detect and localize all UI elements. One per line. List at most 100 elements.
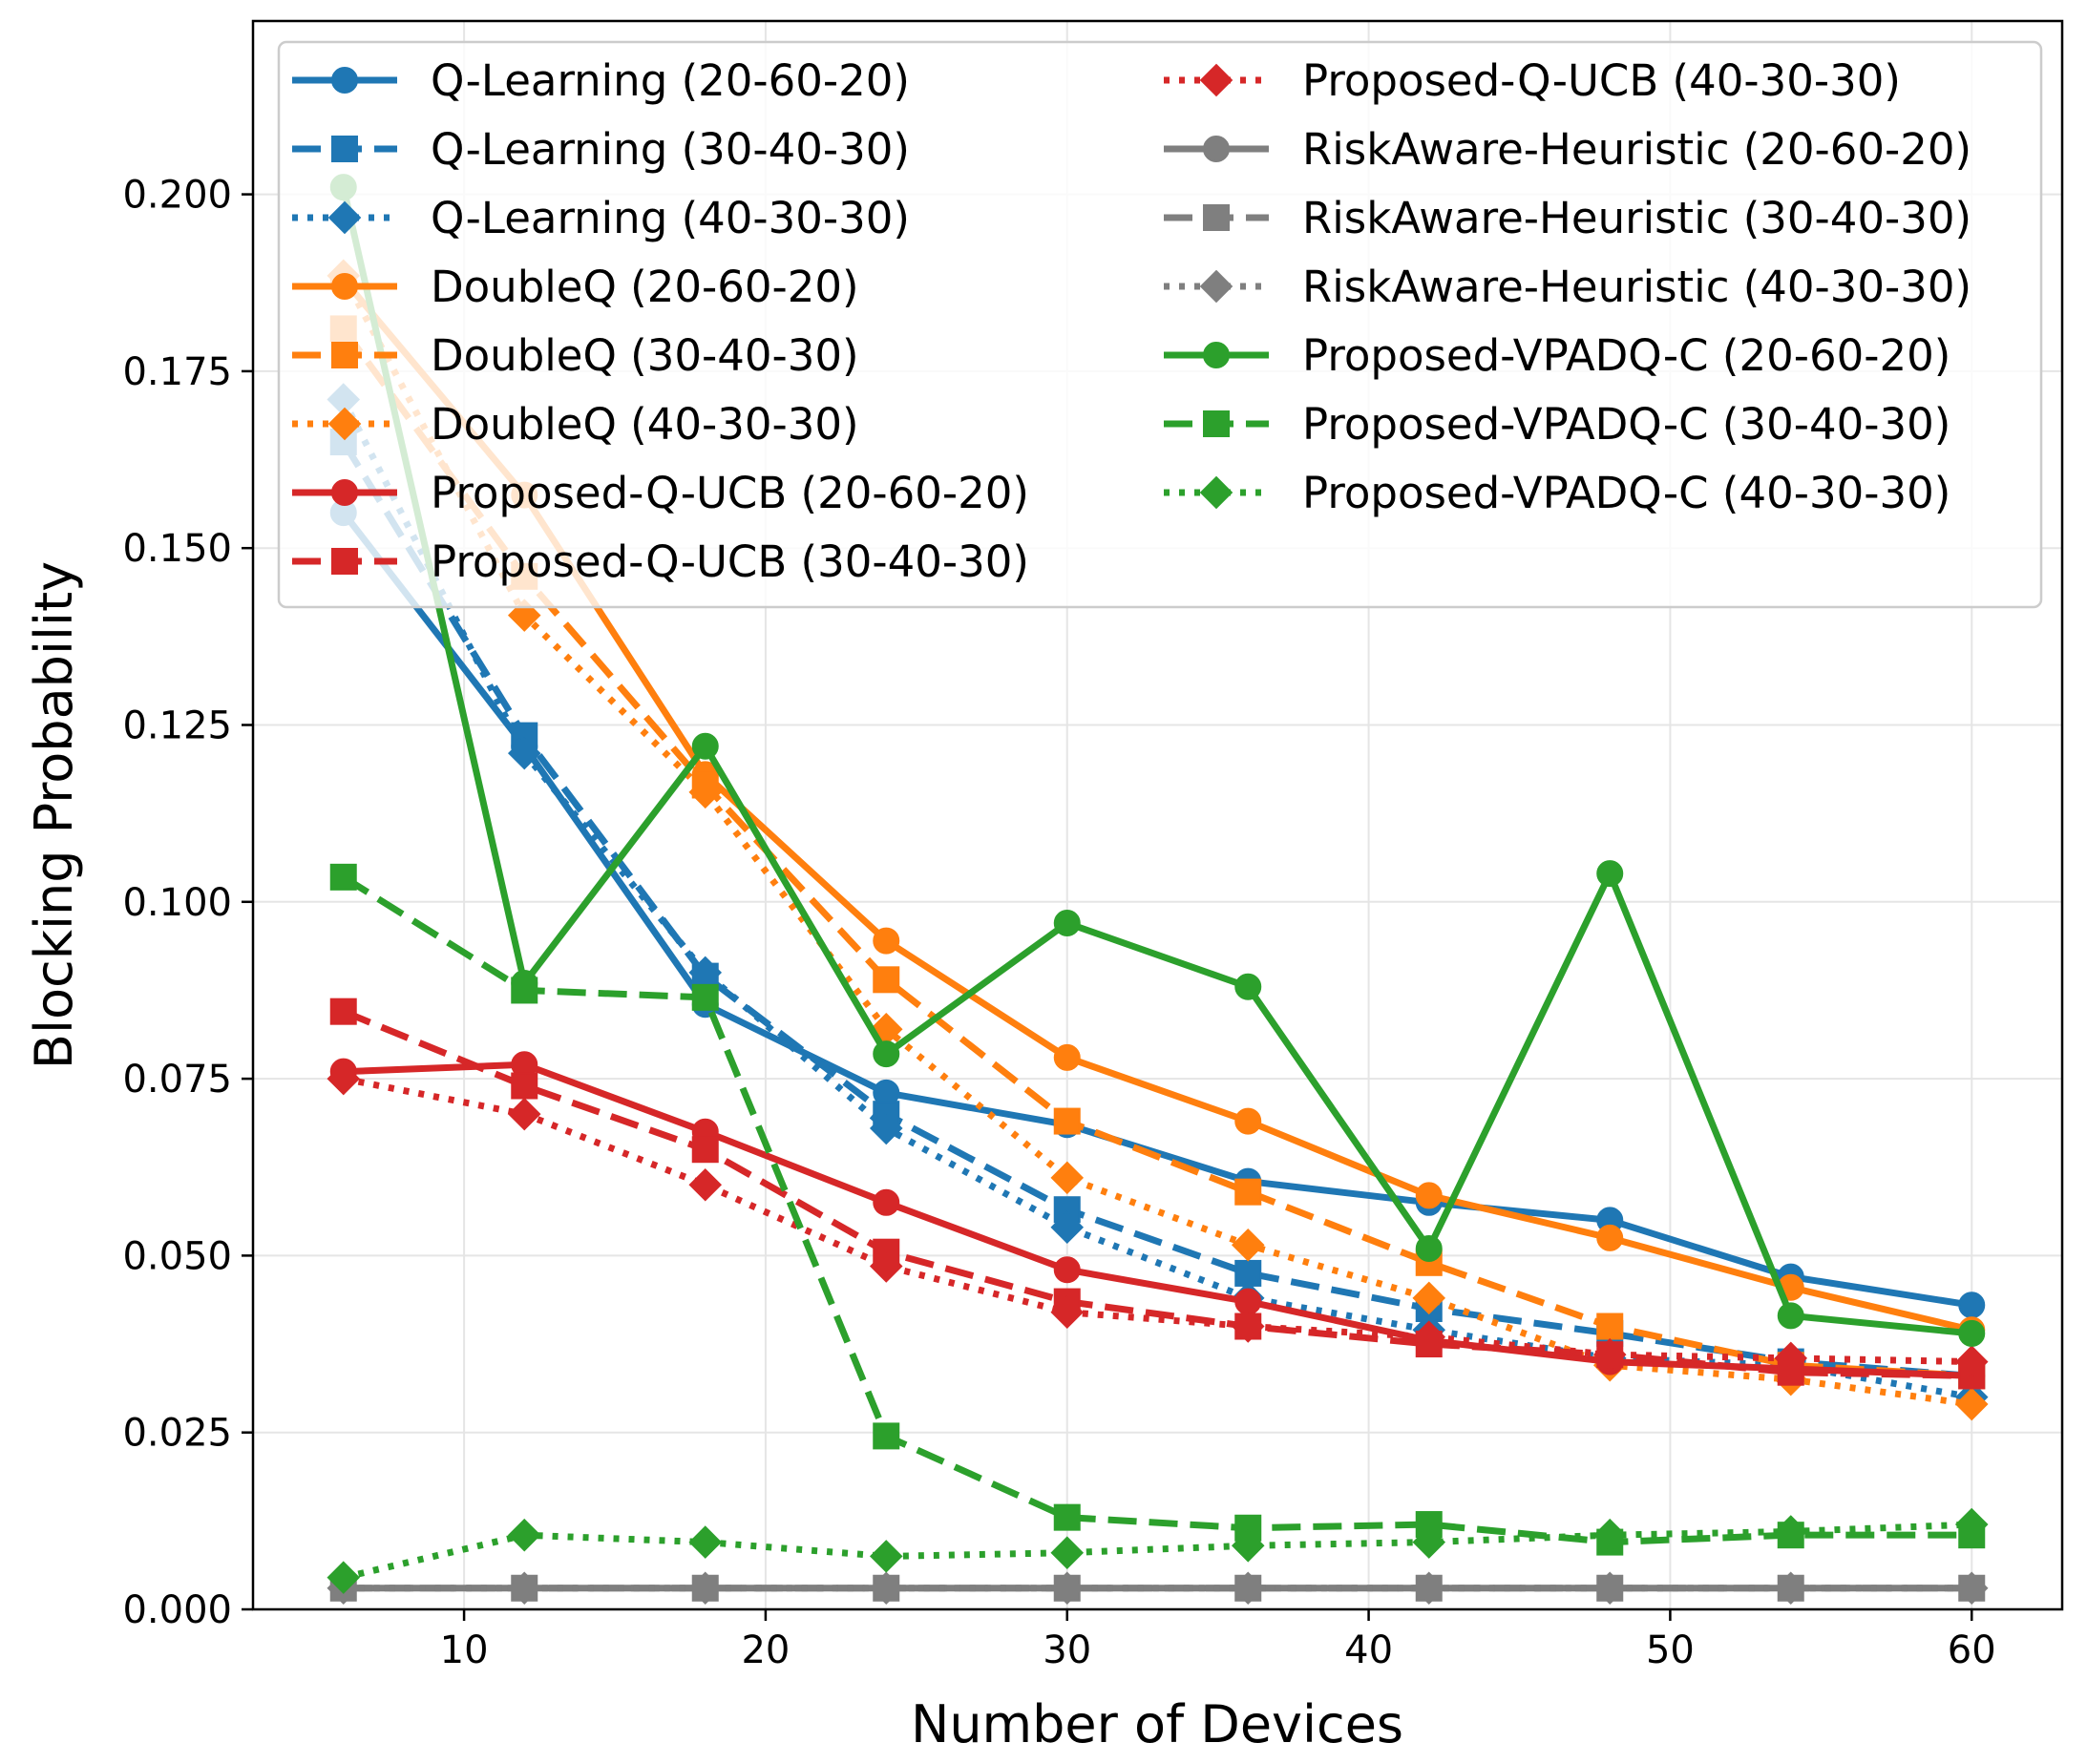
data-point <box>1234 1178 1262 1206</box>
x-tick-label: 30 <box>1043 1628 1091 1672</box>
data-point <box>1231 1529 1265 1563</box>
series-proposed-q-ucb-40-30-30 <box>327 1061 1989 1378</box>
data-point <box>1234 1514 1262 1542</box>
legend-marker <box>1199 63 1233 97</box>
data-point <box>507 736 541 770</box>
data-point <box>511 1072 538 1100</box>
legend-marker <box>331 479 358 506</box>
y-tick-label: 0.125 <box>122 704 232 747</box>
y-tick-label: 0.200 <box>122 174 232 218</box>
data-point <box>688 1571 723 1606</box>
x-tick-label: 50 <box>1646 1628 1695 1672</box>
data-point <box>507 1571 541 1606</box>
x-tick-label: 10 <box>440 1628 489 1672</box>
data-point <box>873 1040 900 1068</box>
legend-marker <box>331 342 358 368</box>
series-proposed-vpadq-c-40-30-30 <box>327 1507 1989 1594</box>
legend-entry: Q-Learning (30-40-30) <box>292 124 910 175</box>
data-point <box>1234 1259 1262 1287</box>
legend-entry: RiskAware-Heuristic (20-60-20) <box>1164 124 1971 175</box>
legend-label: DoubleQ (20-60-20) <box>431 262 859 312</box>
y-axis: 0.000 0.025 0.050 0.075 0.100 0.125 0.150 0.175… <box>122 174 253 1632</box>
legend-entry: Proposed-Q-UCB (40-30-30) <box>1164 55 1901 106</box>
legend-entry: RiskAware-Heuristic (30-40-30) <box>1164 193 1971 243</box>
data-point <box>691 983 719 1011</box>
legend-label: Q-Learning (40-30-30) <box>431 193 910 243</box>
data-point <box>688 1168 723 1202</box>
data-point <box>1958 1292 1986 1319</box>
data-point <box>873 1422 900 1450</box>
data-point <box>1596 1312 1624 1340</box>
legend-entry: Proposed-VPADQ-C (20-60-20) <box>1164 330 1950 381</box>
data-point <box>1954 1507 1989 1542</box>
legend-marker <box>327 200 362 235</box>
data-point <box>869 1571 903 1606</box>
legend-marker <box>331 548 358 575</box>
data-point <box>1954 1571 1989 1606</box>
legend-marker <box>327 407 362 441</box>
y-axis-title: Blocking Probability <box>24 561 84 1069</box>
series-line <box>342 1008 1972 1379</box>
data-point <box>329 863 357 891</box>
legend: Q-Learning (20-60-20) Q-Learning (30-40-3… <box>277 40 2043 609</box>
y-tick-label: 0.050 <box>122 1234 232 1278</box>
y-tick-label: 0.025 <box>122 1412 232 1456</box>
x-tick-label: 40 <box>1344 1628 1393 1672</box>
data-point <box>1234 1107 1262 1135</box>
data-point <box>1592 1337 1627 1372</box>
data-point <box>1774 1571 1808 1606</box>
data-point <box>1954 1387 1989 1421</box>
series-line <box>340 326 1972 1379</box>
data-point <box>1231 1310 1265 1343</box>
legend-marker <box>1203 410 1230 437</box>
data-point <box>873 927 900 955</box>
legend-marker <box>1199 475 1233 510</box>
x-tick-label: 20 <box>741 1628 790 1672</box>
legend-label: Q-Learning (20-60-20) <box>431 55 910 106</box>
legend-label: Proposed-Q-UCB (30-40-30) <box>431 536 1029 587</box>
series-line <box>342 1521 1972 1582</box>
data-point <box>691 1136 719 1164</box>
legend-label: Proposed-Q-UCB (40-30-30) <box>1302 55 1901 106</box>
data-point <box>1050 1571 1085 1606</box>
data-point <box>507 1097 541 1131</box>
data-point <box>1412 1571 1446 1606</box>
data-point <box>1053 1107 1081 1135</box>
legend-marker <box>1203 136 1230 162</box>
legend-entry: Q-Learning (20-60-20) <box>292 55 910 106</box>
data-point <box>1050 1295 1085 1329</box>
legend-label: Proposed-VPADQ-C (20-60-20) <box>1302 330 1950 381</box>
legend-marker <box>1203 342 1230 368</box>
legend-entry: Proposed-VPADQ-C (30-40-30) <box>1164 399 1950 450</box>
data-point <box>1053 1503 1081 1531</box>
data-point <box>869 1250 903 1283</box>
y-tick-label: 0.100 <box>122 881 232 925</box>
legend-entry: Proposed-Q-UCB (20-60-20) <box>292 468 1029 518</box>
x-tick-label: 60 <box>1948 1628 1996 1672</box>
data-point <box>1053 1256 1081 1284</box>
data-point <box>507 1518 541 1552</box>
data-point <box>511 976 538 1004</box>
data-point <box>873 966 900 994</box>
legend-marker <box>331 136 358 162</box>
legend-label: DoubleQ (30-40-30) <box>431 330 859 381</box>
legend-label: DoubleQ (40-30-30) <box>431 399 859 450</box>
data-point <box>1053 1043 1081 1071</box>
legend-label: Proposed-VPADQ-C (30-40-30) <box>1302 399 1950 450</box>
data-point <box>1774 1341 1808 1376</box>
data-point <box>1412 1281 1446 1315</box>
data-point <box>869 1111 903 1145</box>
series-line <box>340 274 1972 1408</box>
plot-frame <box>251 19 2064 1611</box>
legend-entry: DoubleQ (20-60-20) <box>292 262 859 312</box>
legend-entry: DoubleQ (40-30-30) <box>292 399 859 450</box>
data-point <box>329 998 357 1025</box>
data-point <box>1050 1161 1085 1195</box>
legend-label: RiskAware-Heuristic (30-40-30) <box>1302 193 1971 243</box>
data-point <box>688 1525 723 1559</box>
data-point <box>1050 1210 1085 1245</box>
data-point <box>1234 973 1262 1000</box>
data-point <box>1053 910 1081 937</box>
y-tick-label: 0.075 <box>122 1058 232 1102</box>
